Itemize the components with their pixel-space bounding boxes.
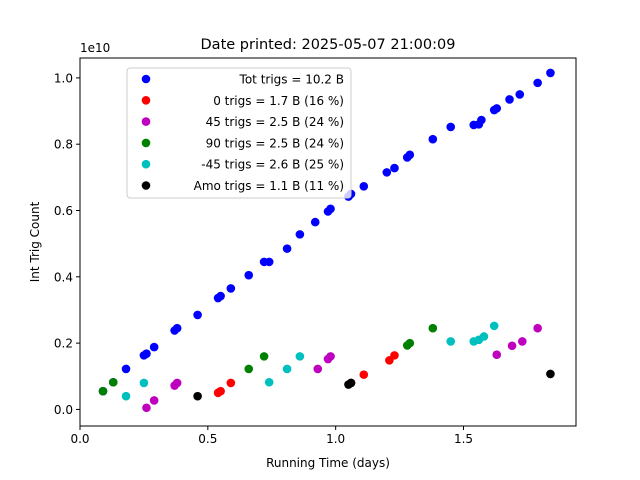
legend-box — [126, 67, 352, 199]
data-point — [428, 323, 438, 333]
legend-marker — [141, 138, 151, 148]
legend-label: 45 trigs = 2.5 B (24 %) — [206, 115, 344, 129]
data-point — [226, 378, 236, 388]
series-5 — [193, 369, 555, 401]
data-point — [492, 350, 502, 360]
legend-marker — [141, 181, 151, 190]
data-point — [264, 377, 274, 387]
data-point — [405, 150, 415, 160]
legend-marker — [141, 74, 151, 84]
data-point — [428, 134, 438, 144]
data-point — [172, 378, 182, 388]
data-point — [282, 364, 292, 374]
plot-area: 0.0 0.5 1.0 1.5 0.0 0.2 0.4 0.6 0.8 1.0 — [54, 57, 577, 446]
series-4 — [121, 321, 499, 401]
data-point — [489, 321, 499, 331]
y-tick-label: 0.2 — [54, 337, 73, 351]
y-tick-label: 0.8 — [54, 138, 73, 152]
data-point — [142, 403, 151, 413]
data-point — [326, 204, 335, 214]
data-point — [244, 364, 254, 374]
data-point — [326, 352, 335, 361]
data-point — [507, 341, 517, 351]
legend-marker — [141, 159, 151, 169]
legend: Tot trigs = 10.2 B 0 trigs = 1.7 B (16 %… — [126, 67, 352, 199]
data-point — [98, 386, 108, 396]
data-point — [121, 364, 131, 374]
plot-frame — [79, 57, 577, 427]
data-point — [310, 217, 320, 227]
y-offset-label: 1e10 — [80, 41, 110, 55]
chart-title: Date printed: 2025-05-07 21:00:09 — [201, 37, 456, 53]
data-point — [295, 230, 305, 239]
legend-label: -45 trigs = 2.6 B (25 %) — [201, 158, 344, 172]
series-2 — [142, 323, 542, 413]
legend-marker — [141, 96, 151, 105]
data-point — [139, 378, 149, 388]
data-point — [359, 182, 369, 191]
data-point — [446, 337, 456, 346]
data-point — [193, 310, 202, 320]
data-point — [382, 168, 392, 177]
data-point — [479, 332, 489, 341]
data-point — [359, 370, 369, 379]
data-point — [446, 122, 456, 132]
x-axis-label: Running Time (days) — [266, 456, 390, 470]
y-tick-label: 0.0 — [54, 403, 73, 417]
data-point — [492, 104, 502, 113]
y-tick-label: 0.6 — [54, 204, 73, 218]
data-point — [505, 95, 514, 104]
x-tick-label: 1.5 — [454, 432, 473, 446]
data-point — [193, 391, 202, 401]
data-point — [244, 270, 254, 280]
y-tick-label: 1.0 — [54, 71, 73, 85]
data-point — [121, 391, 131, 401]
data-point — [346, 378, 356, 388]
data-point — [533, 323, 542, 333]
data-point — [216, 291, 225, 301]
x-tick-label: 1.0 — [326, 432, 345, 446]
data-point — [546, 369, 555, 379]
legend-label: Tot trigs = 10.2 B — [239, 73, 344, 87]
legend-label: Amo trigs = 1.1 B (11 %) — [194, 179, 344, 193]
data-point — [149, 396, 159, 405]
data-point — [405, 338, 415, 348]
data-point — [390, 351, 399, 360]
data-point — [515, 90, 525, 99]
data-point — [477, 115, 486, 125]
data-point — [313, 364, 323, 374]
y-tick-label: 0.4 — [54, 270, 73, 284]
data-point — [390, 163, 399, 173]
data-point — [518, 337, 527, 346]
data-point — [108, 377, 118, 387]
series-3 — [98, 323, 438, 396]
y-axis-label: Int Trig Count — [28, 201, 42, 282]
legend-marker — [141, 117, 151, 126]
legend-label: 90 trigs = 2.5 B (24 %) — [206, 136, 344, 150]
data-point — [259, 352, 269, 361]
data-point — [172, 323, 182, 333]
data-point — [282, 244, 292, 253]
x-tick-label: 0.0 — [70, 432, 89, 446]
data-point — [546, 68, 555, 78]
data-point — [264, 257, 274, 267]
legend-label: 0 trigs = 1.7 B (16 %) — [213, 94, 344, 108]
data-point — [295, 352, 305, 361]
data-point — [226, 284, 236, 293]
data-point — [533, 78, 542, 88]
x-tick-label: 0.5 — [198, 432, 217, 446]
data-point — [149, 342, 159, 352]
data-point — [142, 349, 151, 359]
data-point — [216, 386, 225, 396]
